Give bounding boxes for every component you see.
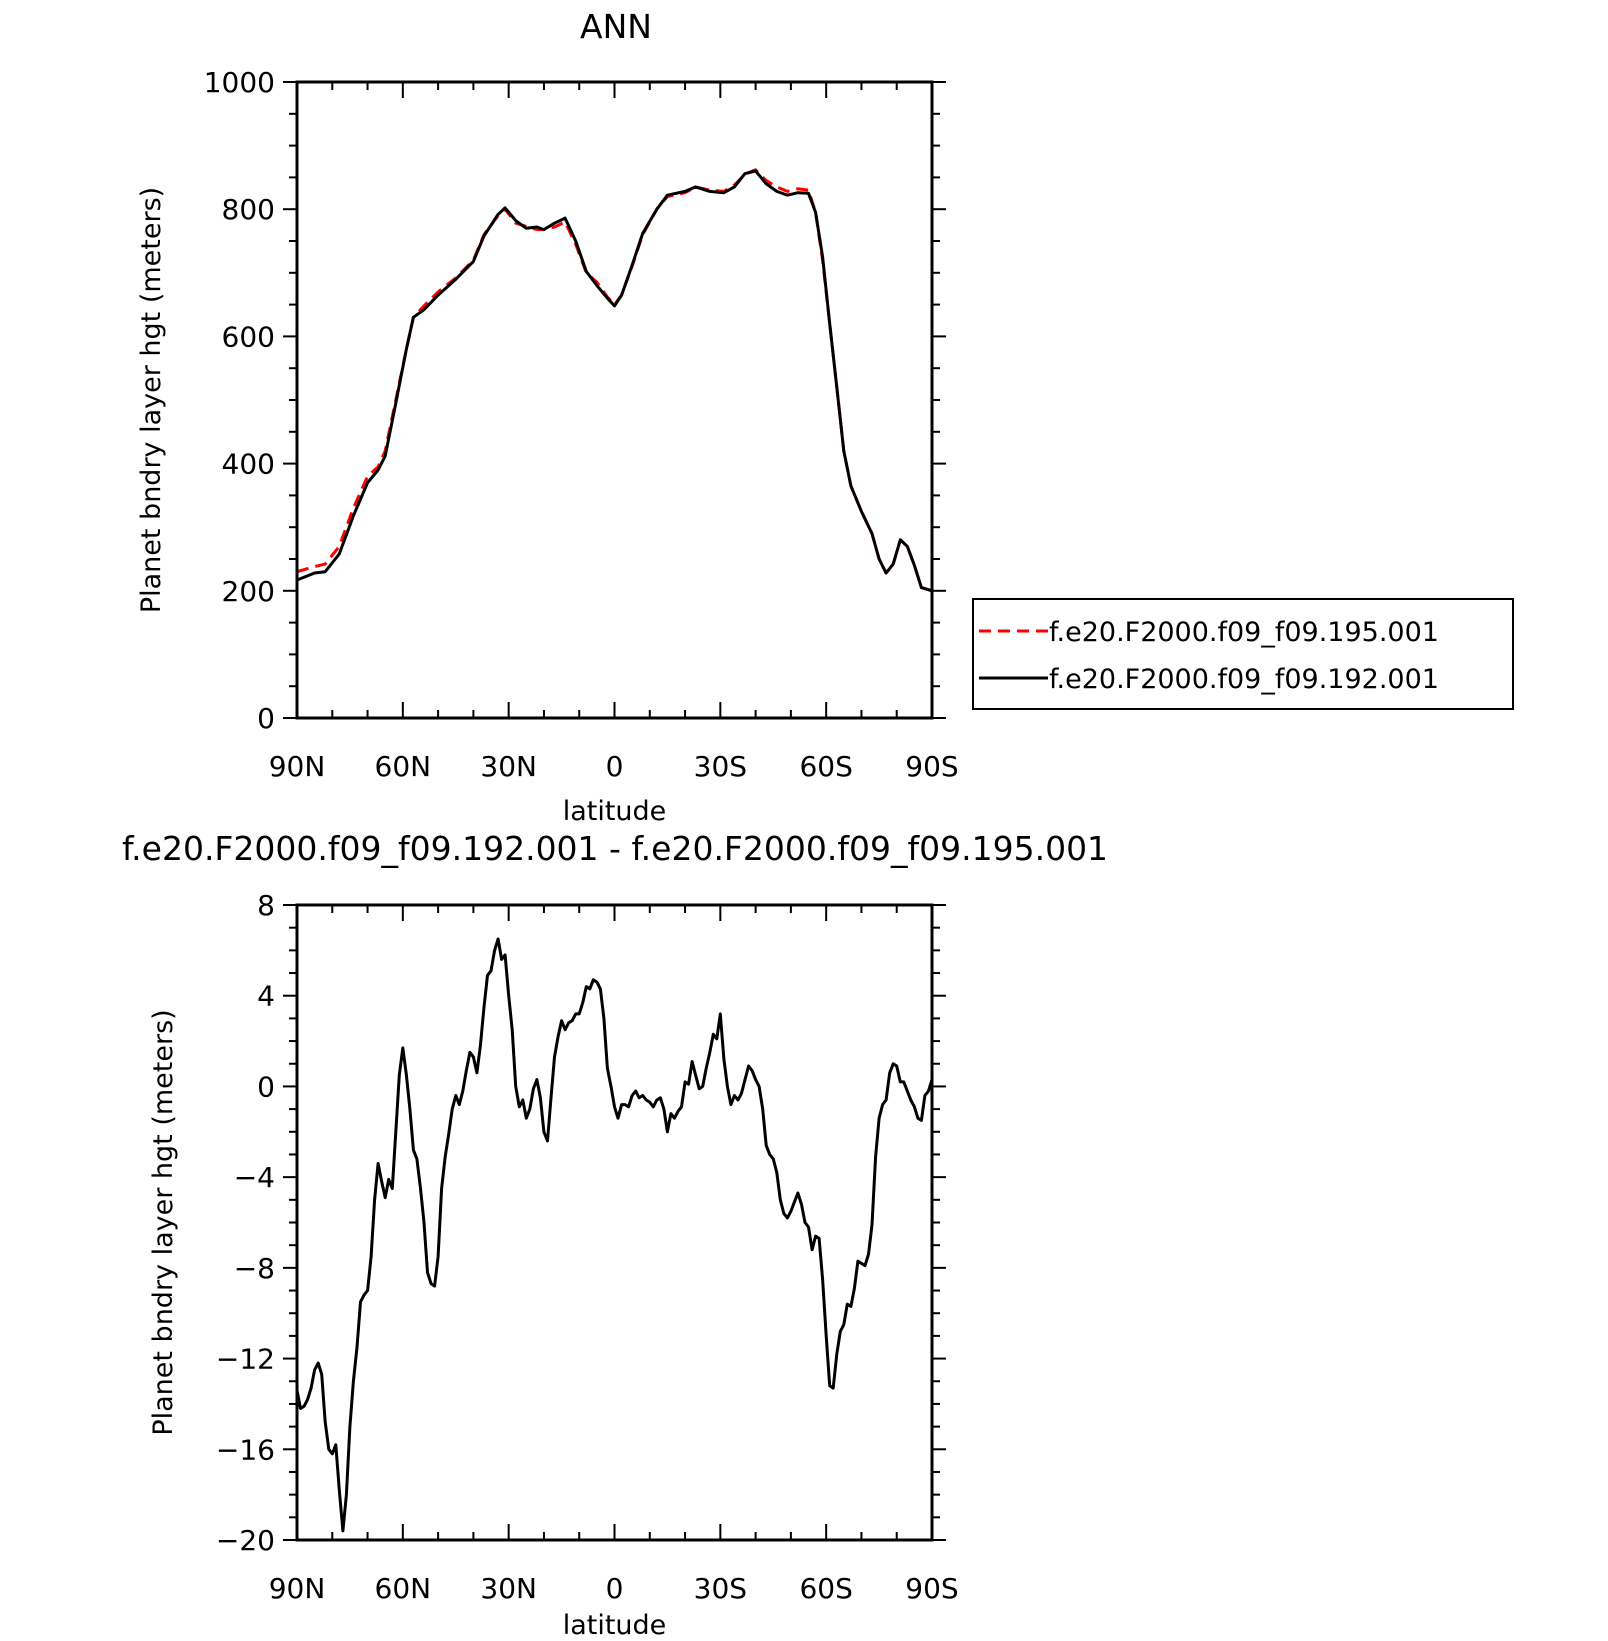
y-tick-label: 0 [257, 1070, 275, 1103]
legend-box [972, 598, 1514, 710]
x-tick-label: 60S [799, 1572, 852, 1605]
x-tick-label: 60N [375, 1572, 432, 1605]
x-axis-label: latitude [563, 796, 667, 827]
y-tick-label: −20 [216, 1524, 275, 1557]
x-tick-label: 90N [269, 750, 326, 783]
x-tick-label: 90S [905, 1572, 958, 1605]
x-tick-label: 30S [694, 1572, 747, 1605]
x-tick-label: 0 [606, 1572, 624, 1605]
x-tick-label: 30N [480, 1572, 537, 1605]
plot-frame [295, 903, 934, 1542]
y-axis-label: Planet bndry layer hgt (meters) [136, 187, 167, 613]
series-line-1 [296, 169, 933, 593]
x-tick-label: 30N [480, 750, 537, 783]
y-tick-label: 400 [222, 448, 275, 481]
y-tick-label: −12 [216, 1343, 275, 1376]
y-tick-label: 200 [222, 575, 275, 608]
legend: f.e20.F2000.f09_f09.195.001 f.e20.F2000.f… [972, 598, 1514, 710]
y-tick-label: −16 [216, 1433, 275, 1466]
top-panel: ANN 90N 60N 30N 0 30S 60S 90S 0 200 400 600 800 1000 l… [136, 7, 959, 827]
x-tick-label: 60S [799, 750, 852, 783]
x-tick-label: 30S [694, 750, 747, 783]
chart-title: ANN [580, 7, 652, 46]
y-tick-label: 8 [257, 889, 275, 922]
x-tick-label: 90N [269, 1572, 326, 1605]
bottom-panel: f.e20.F2000.f09_f09.192.001 - f.e20.F200… [122, 829, 1108, 1641]
x-axis-label: latitude [563, 1610, 667, 1641]
x-tick-label: 90S [905, 750, 958, 783]
y-tick-label: −8 [234, 1252, 275, 1285]
y-tick-label: −4 [234, 1161, 275, 1194]
series-line-0 [295, 937, 934, 1533]
chart-title: f.e20.F2000.f09_f09.192.001 - f.e20.F200… [122, 829, 1108, 868]
y-tick-label: 4 [257, 980, 275, 1013]
y-tick-label: 1000 [204, 66, 275, 99]
y-tick-label: 0 [257, 702, 275, 735]
y-tick-label: 800 [222, 193, 275, 226]
y-tick-label: 600 [222, 320, 275, 353]
x-tick-label: 60N [375, 750, 432, 783]
y-axis-label: Planet bndry layer hgt (meters) [148, 1009, 179, 1435]
x-tick-label: 0 [606, 750, 624, 783]
legend-label-1: f.e20.F2000.f09_f09.192.001 [1049, 664, 1439, 695]
legend-label-0: f.e20.F2000.f09_f09.195.001 [1049, 617, 1439, 648]
